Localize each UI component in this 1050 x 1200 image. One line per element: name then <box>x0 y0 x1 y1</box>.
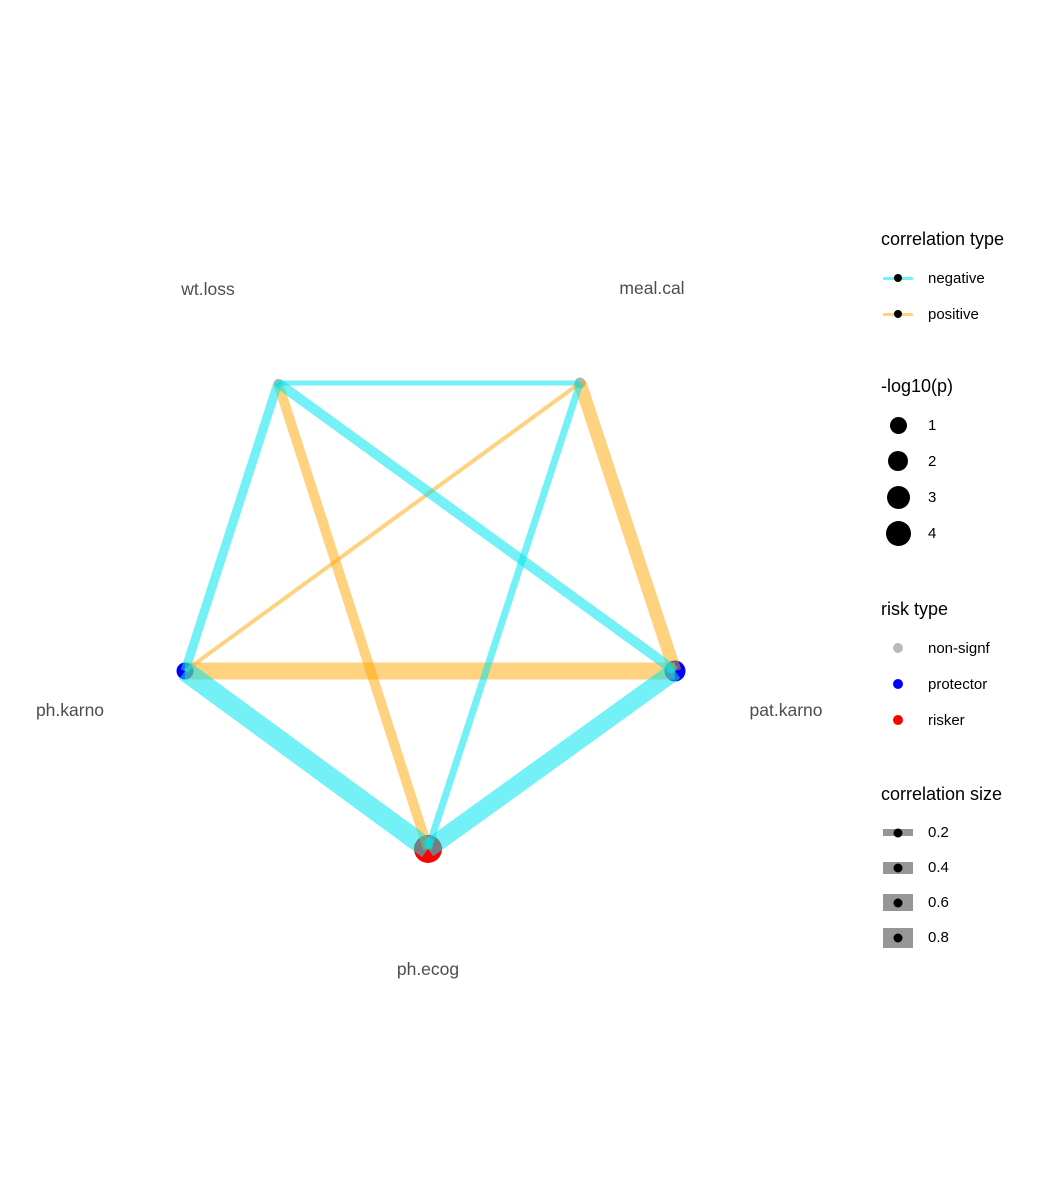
legend-label: 0.6 <box>928 894 949 911</box>
size-dot-icon <box>885 520 911 546</box>
edge-meal.cal-ph.ecog <box>424 381 584 851</box>
legend-item-size-02: 0.2 <box>881 815 1002 850</box>
legend-risk-type: risk type non-signf protector risker <box>881 598 990 738</box>
node-dot-icon <box>894 310 902 318</box>
size-02-key <box>881 828 915 837</box>
edge-width-bar-icon <box>883 828 913 837</box>
node-dot-icon <box>894 274 902 282</box>
edge-ph.karno-ph.ecog <box>179 662 434 858</box>
protector-key <box>881 679 915 689</box>
size-dot-icon <box>888 451 908 471</box>
legend-label: negative <box>928 269 985 287</box>
node-label-ph.karno: ph.karno <box>36 700 104 720</box>
legend-p-size: -log10(p) 1 2 3 4 <box>881 375 953 551</box>
legend-item-size-06: 0.6 <box>881 885 1002 920</box>
negative-edge-key <box>881 274 915 282</box>
gray-dot-icon <box>893 643 903 653</box>
edge-meal.cal-pat.karno <box>573 380 682 674</box>
non-signf-key <box>881 643 915 653</box>
legend-label: 0.2 <box>928 824 949 841</box>
legend-label: positive <box>928 305 979 323</box>
legend-item-positive: positive <box>881 296 1004 332</box>
legend-correlation-type: correlation type negative positive <box>881 228 1004 332</box>
legend-item-non-signf: non-signf <box>881 630 990 666</box>
edge-width-bar-icon <box>883 894 913 911</box>
size-06-key <box>881 894 915 911</box>
legend-label: 3 <box>928 488 937 506</box>
node-label-wt.loss: wt.loss <box>180 279 235 299</box>
node-label-ph.ecog: ph.ecog <box>397 959 459 979</box>
edge-width-bar-icon <box>883 861 913 874</box>
legend-label: 2 <box>928 452 937 470</box>
legend-item-size-04: 0.4 <box>881 850 1002 885</box>
legend-label: 4 <box>928 524 937 542</box>
legend-item-p3: 3 <box>881 479 953 515</box>
legend-label: 0.4 <box>928 859 949 876</box>
p2-key <box>881 451 915 471</box>
risker-key <box>881 715 915 725</box>
node-label-meal.cal: meal.cal <box>619 278 684 298</box>
legend-label: 0.8 <box>928 929 949 946</box>
node-dot-icon <box>893 863 903 872</box>
legend-item-negative: negative <box>881 260 1004 296</box>
edge-width-bar-icon <box>883 927 913 948</box>
node-label-pat.karno: pat.karno <box>750 700 823 720</box>
red-dot-icon <box>893 715 903 725</box>
legend-item-p1: 1 <box>881 407 953 443</box>
legend-label: risker <box>928 711 965 729</box>
negative-line-icon <box>883 274 913 282</box>
legend-item-p4: 4 <box>881 515 953 551</box>
legend-title-p-size: -log10(p) <box>881 376 954 396</box>
legend-title-correlation-size: correlation size <box>881 784 1003 804</box>
legend-correlation-size: correlation size 0.2 0.4 0.6 0.8 <box>881 783 1002 955</box>
edge-wt.loss-pat.karno <box>275 378 678 676</box>
edge-wt.loss-ph.ecog <box>273 381 433 851</box>
size-08-key <box>881 927 915 948</box>
edge-pat.karno-ph.ecog <box>422 663 681 857</box>
legend-item-p2: 2 <box>881 443 953 479</box>
legend-item-size-08: 0.8 <box>881 920 1002 955</box>
edge-wt.loss-ph.karno <box>180 381 283 673</box>
legend-title-correlation-type: correlation type <box>881 229 1005 249</box>
p4-key <box>881 520 915 546</box>
size-04-key <box>881 861 915 874</box>
size-dot-icon <box>886 485 910 509</box>
blue-dot-icon <box>893 679 903 689</box>
edge-meal.cal-ph.karno <box>183 381 582 673</box>
legend-label: protector <box>928 675 988 693</box>
positive-line-icon <box>883 310 913 318</box>
legend-item-protector: protector <box>881 666 990 702</box>
legend-item-risker: risker <box>881 702 990 738</box>
legend-title-risk-type: risk type <box>881 599 949 619</box>
size-dot-icon <box>889 416 907 434</box>
node-dot-icon <box>893 933 903 942</box>
legend-label: 1 <box>928 416 937 434</box>
p3-key <box>881 485 915 509</box>
legend-label: non-signf <box>928 639 990 657</box>
node-dot-icon <box>893 898 903 907</box>
positive-edge-key <box>881 310 915 318</box>
node-dot-icon <box>893 828 903 837</box>
p1-key <box>881 416 915 434</box>
